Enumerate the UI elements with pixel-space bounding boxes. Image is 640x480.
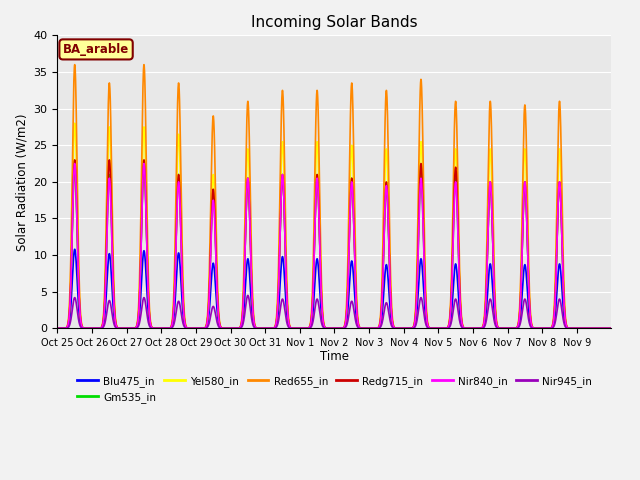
Nir945_in — [406, 325, 413, 331]
Yel580_in — [607, 325, 615, 331]
Blu475_in — [607, 325, 615, 331]
Nir840_in — [71, 161, 79, 167]
Redg715_in — [54, 325, 61, 331]
Blu475_in — [71, 246, 79, 252]
Redg715_in — [490, 272, 497, 277]
Nir945_in — [523, 305, 531, 311]
Line: Nir945_in: Nir945_in — [58, 295, 611, 328]
Title: Incoming Solar Bands: Incoming Solar Bands — [251, 15, 418, 30]
Y-axis label: Solar Radiation (W/m2): Solar Radiation (W/m2) — [15, 113, 28, 251]
Red655_in — [523, 169, 531, 175]
Blu475_in — [54, 325, 61, 331]
Gm535_in — [454, 246, 462, 252]
Yel580_in — [490, 259, 497, 265]
Nir945_in — [602, 325, 609, 331]
Nir945_in — [454, 310, 462, 316]
Line: Red655_in: Red655_in — [58, 65, 611, 328]
Yel580_in — [167, 324, 175, 330]
Line: Yel580_in: Yel580_in — [58, 123, 611, 328]
Blu475_in — [406, 325, 413, 331]
Gm535_in — [523, 223, 531, 229]
Nir945_in — [244, 292, 252, 298]
Line: Blu475_in: Blu475_in — [58, 249, 611, 328]
Nir945_in — [167, 325, 175, 331]
Redg715_in — [607, 325, 615, 331]
Red655_in — [71, 62, 79, 68]
Blu475_in — [602, 325, 609, 331]
Legend: Blu475_in, Gm535_in, Yel580_in, Red655_in, Redg715_in, Nir840_in, Nir945_in: Blu475_in, Gm535_in, Yel580_in, Red655_i… — [73, 372, 596, 407]
Gm535_in — [607, 325, 615, 331]
Yel580_in — [523, 200, 531, 206]
Yel580_in — [602, 325, 609, 331]
Redg715_in — [523, 223, 531, 229]
Red655_in — [602, 325, 609, 331]
Yel580_in — [406, 325, 413, 331]
Line: Redg715_in: Redg715_in — [58, 160, 611, 328]
Gm535_in — [490, 272, 497, 277]
Nir840_in — [406, 325, 413, 331]
Text: BA_arable: BA_arable — [63, 43, 129, 56]
Nir840_in — [54, 325, 61, 331]
Gm535_in — [167, 324, 175, 330]
Gm535_in — [602, 325, 609, 331]
Redg715_in — [406, 325, 413, 331]
Nir840_in — [454, 248, 462, 253]
Red655_in — [167, 324, 175, 329]
Blu475_in — [490, 302, 497, 308]
Nir840_in — [607, 325, 615, 331]
Nir945_in — [607, 325, 615, 331]
Red655_in — [454, 204, 462, 210]
Nir840_in — [490, 272, 497, 277]
Gm535_in — [406, 325, 413, 331]
Red655_in — [54, 325, 61, 331]
Redg715_in — [167, 324, 175, 330]
Red655_in — [490, 242, 497, 248]
Line: Gm535_in: Gm535_in — [58, 164, 611, 328]
Blu475_in — [454, 291, 462, 297]
Nir945_in — [54, 325, 61, 331]
Gm535_in — [140, 161, 148, 167]
Yel580_in — [54, 325, 61, 331]
Blu475_in — [523, 281, 531, 287]
Red655_in — [607, 325, 615, 331]
Line: Nir840_in: Nir840_in — [58, 164, 611, 328]
Nir945_in — [490, 315, 497, 321]
Redg715_in — [602, 325, 609, 331]
Nir840_in — [602, 325, 609, 331]
Blu475_in — [167, 325, 175, 331]
Red655_in — [406, 325, 413, 331]
Gm535_in — [54, 325, 61, 331]
Yel580_in — [454, 230, 462, 236]
Nir840_in — [523, 223, 531, 229]
Nir840_in — [167, 324, 175, 330]
X-axis label: Time: Time — [320, 349, 349, 362]
Redg715_in — [71, 157, 79, 163]
Yel580_in — [71, 120, 79, 126]
Redg715_in — [454, 240, 462, 245]
